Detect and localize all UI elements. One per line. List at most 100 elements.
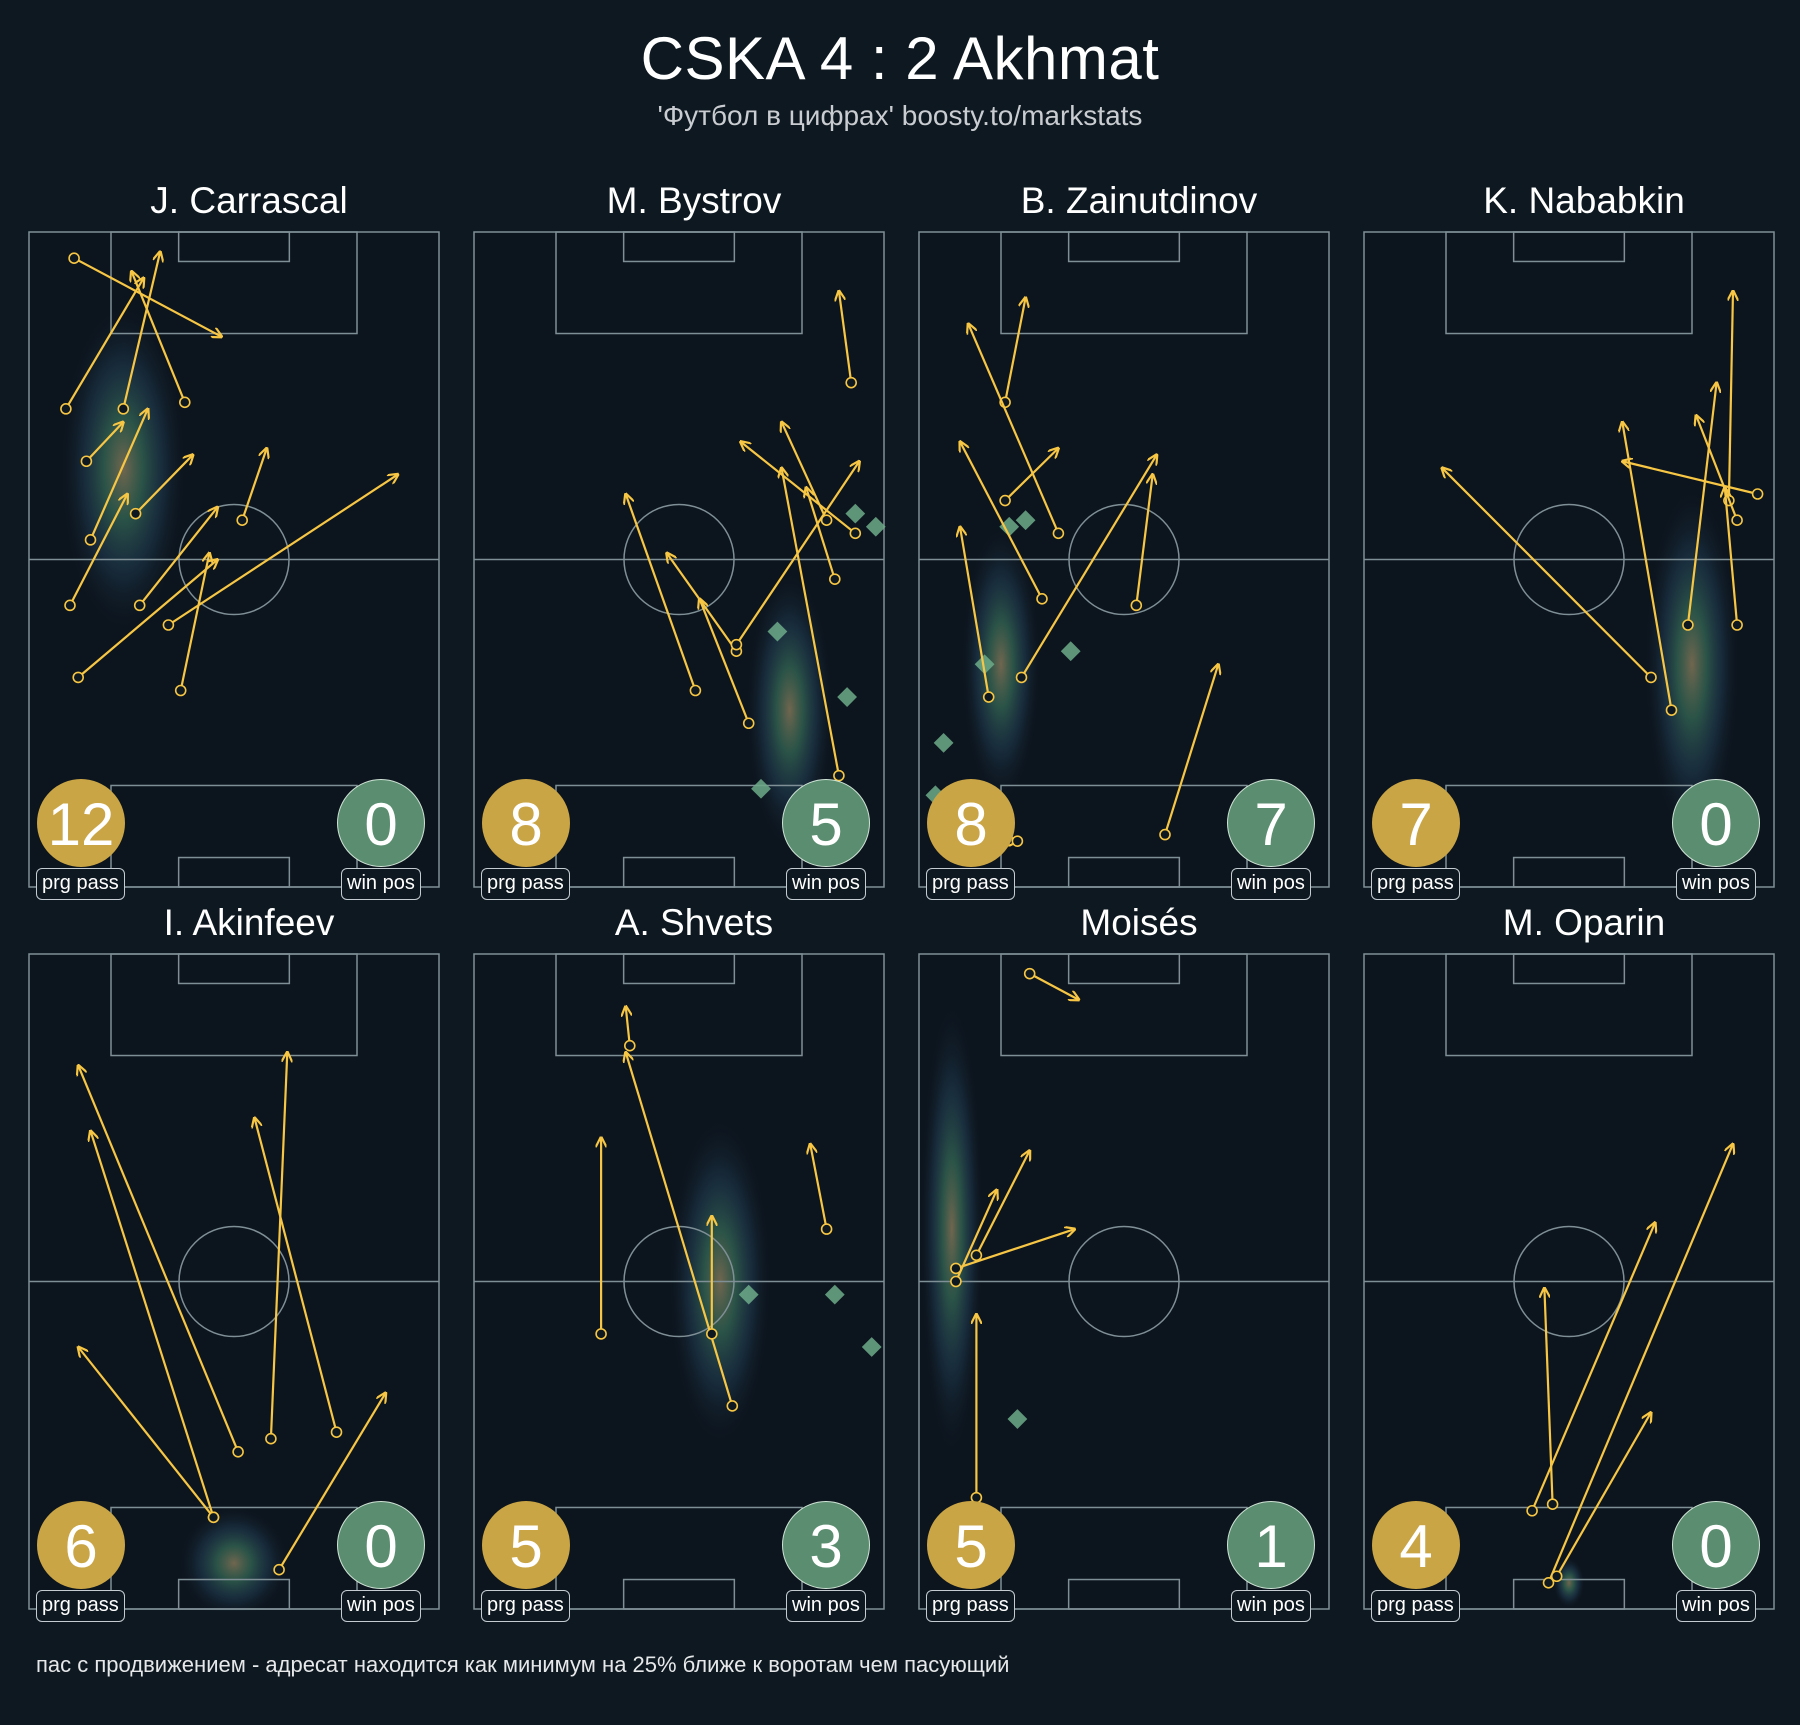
pass-origin: [1130, 599, 1143, 612]
prg-pass-label: prg pass: [36, 868, 125, 900]
pass-arrow: [138, 507, 218, 607]
six-yard-box-top: [622, 953, 736, 985]
heat-blob: [960, 520, 1042, 809]
pass-origin: [1526, 1504, 1538, 1517]
pass-origin: [689, 684, 702, 697]
player-panel: B. Zainutdinov 8 prg pass 7 win pos: [917, 180, 1361, 900]
pass-origin: [999, 494, 1011, 507]
player-panel: J. Carrascal 12 prg pass 0 win pos: [27, 180, 471, 900]
pass-origin: [60, 403, 72, 415]
player-panel: K. Nababkin 7 prg pass 0 win pos: [1362, 180, 1800, 900]
pass-origin: [1682, 619, 1694, 631]
pass-arrow: [1622, 422, 1673, 711]
six-yard-box-bottom: [1512, 1578, 1626, 1610]
win-pos-label: win pos: [341, 868, 421, 900]
pass-origin: [982, 691, 995, 703]
center-circle: [1068, 1225, 1180, 1338]
pass-arrow: [1442, 468, 1652, 679]
pass-origin: [273, 1563, 285, 1576]
pass-arrow: [269, 1052, 287, 1439]
pass-arrow: [839, 291, 853, 383]
pass-origin: [179, 396, 191, 409]
pass-arrow: [782, 468, 840, 776]
six-yard-box-top: [622, 231, 736, 263]
pass-origin: [1052, 527, 1065, 540]
pass-origin: [207, 1511, 220, 1524]
win-pos-count: 0: [1672, 1501, 1760, 1589]
pass-origin: [950, 1275, 962, 1288]
pass-origin: [845, 376, 858, 389]
chart-subtitle: 'Футбол в цифрах' boosty.to/markstats: [657, 100, 1143, 131]
pass-arrow: [1029, 972, 1079, 1000]
pass-arrow: [179, 553, 210, 691]
pitch-map: [1363, 231, 1775, 888]
pass-arrow: [968, 324, 1060, 534]
heat-blob: [1552, 1556, 1586, 1609]
pass-origin: [236, 514, 248, 527]
prg-pass-label: prg pass: [926, 1590, 1015, 1622]
pass-arrow: [1547, 1144, 1734, 1584]
pass-arrow: [1622, 461, 1758, 496]
pass-origin: [820, 1223, 833, 1235]
prg-pass-label: prg pass: [481, 1590, 570, 1622]
pass-origin: [1015, 671, 1028, 684]
pass-origin: [330, 1426, 343, 1438]
six-yard-box-bottom: [622, 856, 736, 888]
pitch-map: [473, 953, 885, 1610]
pass-origin: [1159, 828, 1171, 841]
chart-title: CSKA 4 : 2 Akhmat: [640, 25, 1160, 92]
player-panel: M. Oparin 4 prg pass 0 win pos: [1362, 902, 1800, 1622]
prg-pass-count: 7: [1372, 779, 1460, 867]
player-panel: A. Shvets 5 prg pass 3 win pos: [472, 902, 916, 1622]
pass-origin: [129, 507, 142, 520]
pass-arrow: [1004, 448, 1058, 502]
six-yard-box-top: [177, 953, 291, 985]
six-yard-box-bottom: [1067, 1578, 1181, 1610]
pass-origin: [1731, 514, 1743, 527]
pass-arrow: [69, 494, 127, 606]
prg-pass-count: 8: [482, 779, 570, 867]
pass-arrow: [278, 1393, 386, 1571]
win-pos-count: 7: [1227, 779, 1315, 867]
win-pos-label: win pos: [1231, 1590, 1311, 1622]
prg-pass-label: prg pass: [481, 868, 570, 900]
pass-arrow: [1544, 1288, 1554, 1505]
player-name: K. Nababkin: [1483, 180, 1685, 221]
heat-blob: [1642, 480, 1742, 848]
pass-arrow: [167, 474, 398, 626]
player-name: M. Oparin: [1502, 902, 1666, 943]
pass-origin: [1011, 835, 1024, 847]
pass-arrow: [700, 599, 750, 724]
center-circle: [1513, 1225, 1625, 1338]
win-pos-label: win pos: [786, 868, 866, 900]
pass-origin: [265, 1432, 277, 1445]
pass-arrow: [626, 494, 697, 691]
pass-arrow: [1163, 664, 1218, 835]
pass-arrow: [1531, 1223, 1655, 1512]
pass-origin: [595, 1328, 607, 1340]
pass-arrow: [89, 409, 148, 541]
pass-origin: [68, 252, 80, 265]
win-pos-count: 0: [337, 779, 425, 867]
player-panel: I. Akinfeev 6 prg pass 0 win pos: [27, 902, 471, 1622]
win-position-marker: [861, 1337, 882, 1357]
pass-origin: [232, 1445, 244, 1458]
pass-arrow: [73, 257, 222, 337]
player-name: M. Bystrov: [606, 180, 782, 221]
pass-arrow: [960, 527, 990, 698]
pass-origin: [970, 1249, 983, 1262]
center-circle: [1068, 503, 1180, 616]
pass-origin: [1542, 1576, 1555, 1589]
pass-origin: [174, 684, 187, 697]
prg-pass-label: prg pass: [926, 868, 1015, 900]
pass-arrow: [1696, 415, 1739, 521]
player-name: B. Zainutdinov: [1020, 180, 1258, 221]
pass-origin: [742, 717, 755, 730]
six-yard-box-top: [1512, 231, 1626, 263]
pitch-map: [918, 953, 1330, 1610]
pass-origin: [64, 599, 76, 612]
player-name: I. Akinfeev: [163, 902, 335, 943]
prg-pass-count: 8: [927, 779, 1015, 867]
pitch-map: [28, 953, 440, 1611]
pass-origin: [1546, 1498, 1559, 1511]
